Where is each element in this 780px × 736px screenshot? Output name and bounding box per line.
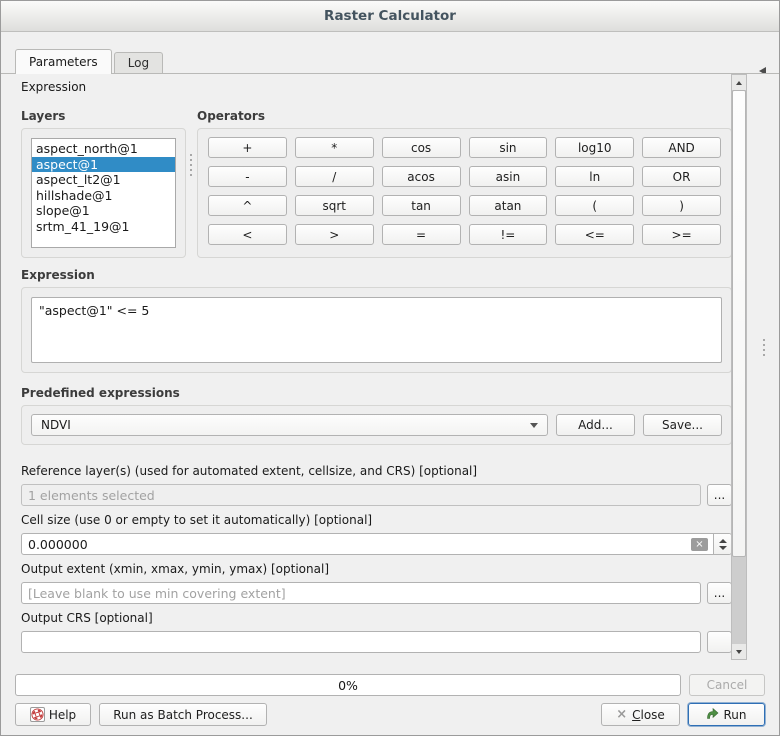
output-crs-input[interactable] — [21, 631, 701, 653]
operator-button[interactable]: - — [208, 166, 287, 187]
operator-button[interactable]: = — [381, 224, 461, 245]
reference-layers-browse-button[interactable]: ... — [707, 484, 732, 506]
operator-button[interactable]: atan — [468, 195, 548, 216]
close-label: Close — [632, 707, 665, 722]
operator-button[interactable]: sqrt — [294, 195, 374, 216]
spin-down-icon[interactable] — [718, 545, 727, 550]
output-extent-input[interactable] — [21, 582, 701, 604]
window-title: Raster Calculator — [324, 8, 456, 24]
operators-groupbox: Operators + * cos sin log10 AND - / — [197, 109, 732, 258]
cell-size-label: Cell size (use 0 or empty to set it auto… — [21, 513, 373, 527]
reference-layers-label: Reference layer(s) (used for automated e… — [21, 464, 478, 478]
operator-button[interactable]: ln — [555, 166, 635, 187]
tab-bar: Parameters Log — [15, 49, 779, 74]
right-splitter-dots-icon[interactable] — [763, 339, 765, 359]
expression-editor[interactable]: "aspect@1" <= 5 — [31, 297, 722, 363]
expression-group-title: Expression — [21, 268, 95, 282]
progress-bar: 0% — [15, 674, 681, 696]
vertical-scrollbar[interactable] — [731, 74, 747, 660]
operator-button[interactable]: / — [294, 166, 374, 187]
layers-operators-splitter[interactable] — [186, 109, 197, 258]
operators-grid: + * cos sin log10 AND - / acos asin ln — [208, 137, 721, 245]
predefined-group-title: Predefined expressions — [21, 386, 180, 400]
help-lifebuoy-icon — [29, 707, 45, 722]
list-item[interactable]: srtm_41_19@1 — [36, 218, 130, 234]
output-extent-browse-button[interactable]: ... — [707, 582, 732, 604]
cell-size-spinbox: × — [21, 533, 732, 555]
list-item[interactable]: hillshade@1 — [36, 187, 113, 203]
combobox-selected-value: NDVI — [41, 418, 71, 432]
operator-button[interactable]: ) — [642, 195, 721, 216]
clear-value-icon[interactable]: × — [691, 537, 708, 551]
output-extent-label: Output extent (xmin, xmax, ymin, ymax) [… — [21, 562, 329, 576]
operator-button[interactable]: tan — [381, 195, 461, 216]
operator-button[interactable]: * — [294, 137, 374, 158]
list-item[interactable]: aspect_north@1 — [36, 141, 138, 156]
spin-up-icon[interactable] — [718, 538, 727, 543]
cell-size-input[interactable] — [22, 536, 691, 552]
operator-button[interactable]: <= — [555, 224, 635, 245]
layers-list[interactable]: aspect_north@1 aspect@1 aspect_lt2@1 hil… — [31, 138, 176, 248]
chevron-down-icon — [530, 422, 538, 428]
operator-button[interactable]: != — [468, 224, 548, 245]
parameters-pane: Expression Layers aspect_north@1 aspect@… — [1, 73, 779, 660]
tab-log[interactable]: Log — [113, 52, 164, 73]
operator-button[interactable]: AND — [642, 137, 721, 158]
operator-button[interactable]: < — [208, 224, 287, 245]
operator-button[interactable]: >= — [642, 224, 721, 245]
operator-button[interactable]: acos — [381, 166, 461, 187]
scrollbar-down-button[interactable] — [732, 644, 746, 659]
expression-groupbox: Expression "aspect@1" <= 5 — [21, 268, 732, 373]
add-expression-button[interactable]: Add... — [556, 414, 635, 436]
cancel-button: Cancel — [689, 674, 765, 696]
run-arrow-icon — [706, 707, 719, 723]
operator-button[interactable]: cos — [381, 137, 461, 158]
operator-button[interactable]: + — [208, 137, 287, 158]
output-crs-select-button[interactable] — [707, 631, 732, 653]
title-bar[interactable]: Raster Calculator — [1, 1, 779, 32]
layers-groupbox: Layers aspect_north@1 aspect@1 aspect_lt… — [21, 109, 186, 258]
operator-button[interactable]: log10 — [555, 137, 635, 158]
tab-parameters[interactable]: Parameters — [15, 49, 112, 74]
splitter-dots-icon — [190, 154, 192, 179]
operators-group-title: Operators — [197, 109, 265, 123]
list-item[interactable]: slope@1 — [36, 203, 90, 219]
scrollbar-up-button[interactable] — [732, 75, 746, 90]
reference-layers-field[interactable] — [21, 484, 701, 506]
spinner-buttons[interactable] — [713, 534, 731, 554]
close-button[interactable]: × Close — [601, 703, 680, 726]
operator-button[interactable]: asin — [468, 166, 548, 187]
scrollbar-handle[interactable] — [732, 90, 746, 557]
operator-button[interactable]: ^ — [208, 195, 287, 216]
predefined-expression-combobox[interactable]: NDVI — [31, 414, 548, 436]
operator-button[interactable]: sin — [468, 137, 548, 158]
predefined-expressions-groupbox: Predefined expressions NDVI Add... Save.… — [21, 386, 732, 445]
list-item[interactable]: aspect_lt2@1 — [36, 172, 121, 188]
operator-button[interactable]: > — [294, 224, 374, 245]
collapse-left-arrow-icon[interactable] — [759, 67, 766, 75]
progress-text: 0% — [338, 677, 358, 693]
run-button[interactable]: Run — [688, 703, 765, 726]
help-button[interactable]: Help — [15, 703, 91, 726]
run-as-batch-button[interactable]: Run as Batch Process... — [99, 703, 267, 726]
operator-button[interactable]: ( — [555, 195, 635, 216]
close-x-icon: × — [616, 707, 628, 722]
list-item-selected[interactable]: aspect@1 — [32, 156, 175, 173]
layers-group-title: Layers — [21, 109, 66, 123]
output-crs-label: Output CRS [optional] — [21, 611, 153, 625]
save-expression-button[interactable]: Save... — [643, 414, 722, 436]
operator-button[interactable]: OR — [642, 166, 721, 187]
expression-parameter-label: Expression — [21, 80, 87, 94]
